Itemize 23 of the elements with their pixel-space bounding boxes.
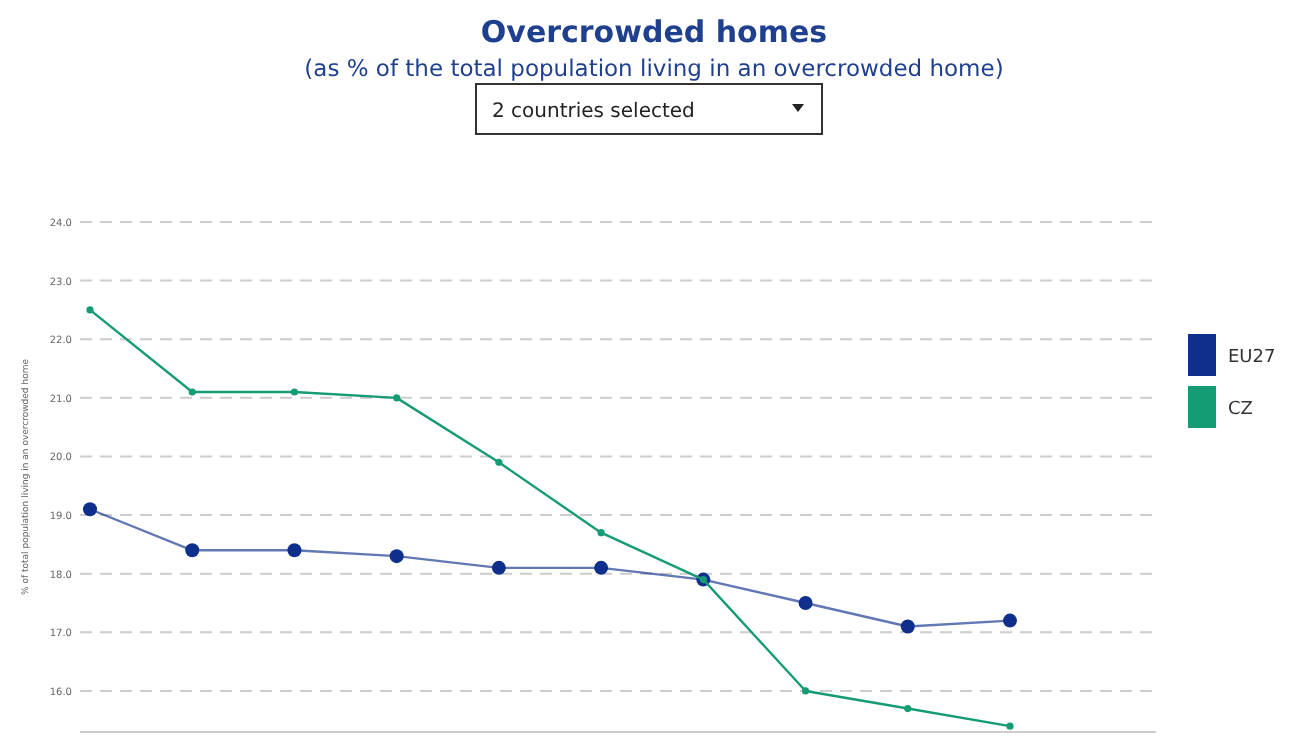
dropdown: 2 countries selected [475, 83, 823, 135]
point [798, 596, 813, 611]
chart-title: Overcrowded homes [480, 14, 828, 50]
point [188, 388, 196, 396]
point [597, 529, 605, 537]
point [86, 306, 94, 314]
point [83, 502, 97, 517]
point [1003, 613, 1017, 628]
legend-label: EU27 [1228, 348, 1276, 368]
point [290, 388, 299, 396]
point [801, 687, 810, 695]
point [389, 549, 404, 564]
point [491, 560, 506, 575]
point [287, 543, 302, 558]
point [904, 704, 912, 713]
point [185, 543, 200, 558]
point [495, 458, 503, 466]
point [900, 619, 915, 634]
point [594, 560, 609, 575]
chart-subtitle: (as % of the total population living in an overcrowded home) [304, 54, 1004, 82]
legend-label: CZ [1228, 400, 1253, 420]
point [1006, 722, 1014, 730]
point [393, 394, 401, 402]
